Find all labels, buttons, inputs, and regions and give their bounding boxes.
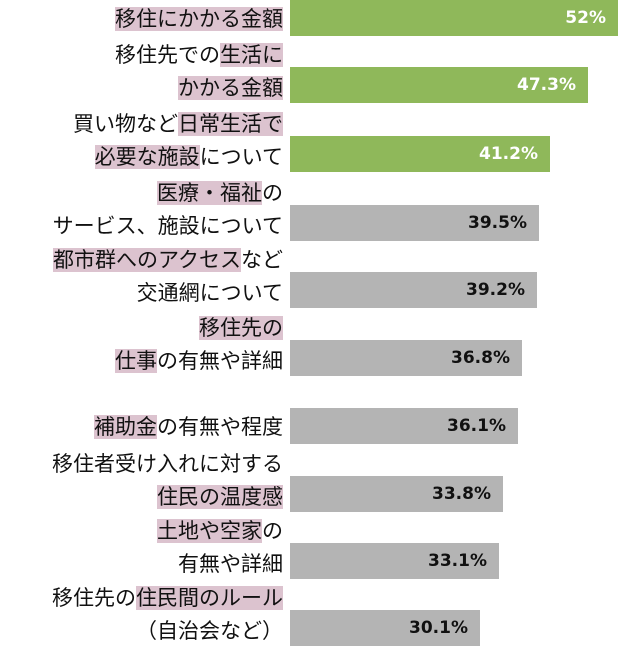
category-label-text: 移住にかかる金額 bbox=[115, 7, 283, 31]
category-label-text: 土地や空家 bbox=[157, 519, 262, 543]
bar-value-label: 39.2% bbox=[466, 280, 525, 300]
bar-value-label: 52% bbox=[565, 8, 606, 28]
category-label-text: 補助金 bbox=[94, 415, 157, 439]
category-label-line: 移住にかかる金額 bbox=[115, 3, 283, 36]
category-label: 医療・福祉のサービス、施設について bbox=[53, 177, 283, 243]
bar-value-label: 47.3% bbox=[517, 75, 576, 95]
bar-10 bbox=[290, 610, 480, 646]
category-label-text: 医療・福祉 bbox=[157, 181, 262, 205]
category-label-text: 移住先での bbox=[115, 43, 220, 67]
category-label-line: 移住先の bbox=[115, 312, 283, 345]
category-label-line: 補助金の有無や程度 bbox=[94, 411, 283, 444]
category-label-text: 都市群へのアクセス bbox=[53, 248, 241, 272]
category-label-text: について bbox=[199, 145, 283, 169]
category-label-text: など bbox=[241, 248, 283, 272]
bar-value-label: 33.1% bbox=[428, 551, 487, 571]
category-label-line: （自治会など） bbox=[52, 615, 283, 648]
category-label-line: 移住者受け入れに対する bbox=[52, 448, 283, 481]
category-label-text: 買い物など bbox=[73, 112, 178, 136]
category-label-text: の有無や程度 bbox=[157, 415, 283, 439]
bar-6 bbox=[290, 340, 522, 376]
category-label-line: 土地や空家の bbox=[157, 515, 283, 548]
category-label: 移住先での生活にかかる金額 bbox=[115, 39, 283, 105]
category-label-text: 必要な施設 bbox=[94, 145, 200, 169]
category-label-text: 日常生活で bbox=[178, 112, 283, 136]
category-label: 移住者受け入れに対する住民の温度感 bbox=[52, 448, 283, 514]
bar-value-label: 36.1% bbox=[447, 416, 506, 436]
bar-9 bbox=[290, 543, 499, 579]
category-label-text: 移住者受け入れに対する bbox=[52, 452, 283, 476]
category-label-line: 有無や詳細 bbox=[157, 548, 283, 581]
bar-1 bbox=[290, 0, 618, 36]
bar-7 bbox=[290, 408, 518, 444]
category-label-text: かかる金額 bbox=[178, 76, 283, 100]
category-label-text: （自治会など） bbox=[136, 619, 283, 643]
category-label-text: の有無や詳細 bbox=[157, 349, 283, 373]
category-label: 移住先の住民間のルール （自治会など） bbox=[52, 582, 283, 648]
category-label-line: 移住先の住民間のルール bbox=[52, 582, 283, 615]
category-label: 移住先の仕事の有無や詳細 bbox=[115, 312, 283, 378]
category-label-text: の bbox=[262, 181, 283, 205]
bar-4 bbox=[290, 205, 539, 241]
category-label-line: 都市群へのアクセスなど bbox=[53, 244, 283, 277]
category-label-text: 交通網について bbox=[136, 281, 283, 305]
category-label-text: 住民の温度感 bbox=[157, 485, 283, 509]
category-label-text: 移住先の bbox=[199, 316, 283, 340]
bar-3 bbox=[290, 136, 550, 172]
bar-value-label: 41.2% bbox=[479, 144, 538, 164]
category-label: 移住にかかる金額 bbox=[115, 3, 283, 36]
category-label: 土地や空家の有無や詳細 bbox=[157, 515, 283, 581]
category-label: 補助金の有無や程度 bbox=[94, 411, 283, 444]
category-label-text: 有無や詳細 bbox=[178, 552, 283, 576]
category-label-line: 必要な施設について bbox=[73, 141, 283, 174]
category-label-line: 医療・福祉の bbox=[53, 177, 283, 210]
category-label-line: 移住先での生活に bbox=[115, 39, 283, 72]
bar-2 bbox=[290, 67, 588, 103]
bar-8 bbox=[290, 476, 503, 512]
category-label-text: サービス、施設について bbox=[52, 214, 283, 238]
category-label-line: 住民の温度感 bbox=[52, 481, 283, 514]
bar-value-label: 33.8% bbox=[432, 484, 491, 504]
category-label-line: サービス、施設について bbox=[53, 210, 283, 243]
category-label-text: 仕事 bbox=[115, 349, 157, 373]
category-label-text: 生活に bbox=[220, 43, 283, 67]
category-label-line: かかる金額 bbox=[115, 72, 283, 105]
category-label-text: の bbox=[262, 519, 283, 543]
category-label-text: 移住先の bbox=[52, 586, 136, 610]
bar-value-label: 36.8% bbox=[451, 348, 510, 368]
bar-5 bbox=[290, 272, 537, 308]
category-label: 買い物など日常生活で 必要な施設について bbox=[73, 108, 283, 174]
category-label-text: 住民間のルール bbox=[136, 586, 283, 610]
bar-value-label: 30.1% bbox=[409, 618, 468, 638]
category-label: 都市群へのアクセスなど交通網について bbox=[53, 244, 283, 310]
bar-value-label: 39.5% bbox=[468, 213, 527, 233]
category-label-line: 買い物など日常生活で bbox=[73, 108, 283, 141]
category-label-line: 交通網について bbox=[53, 277, 283, 310]
category-label-line: 仕事の有無や詳細 bbox=[115, 345, 283, 378]
